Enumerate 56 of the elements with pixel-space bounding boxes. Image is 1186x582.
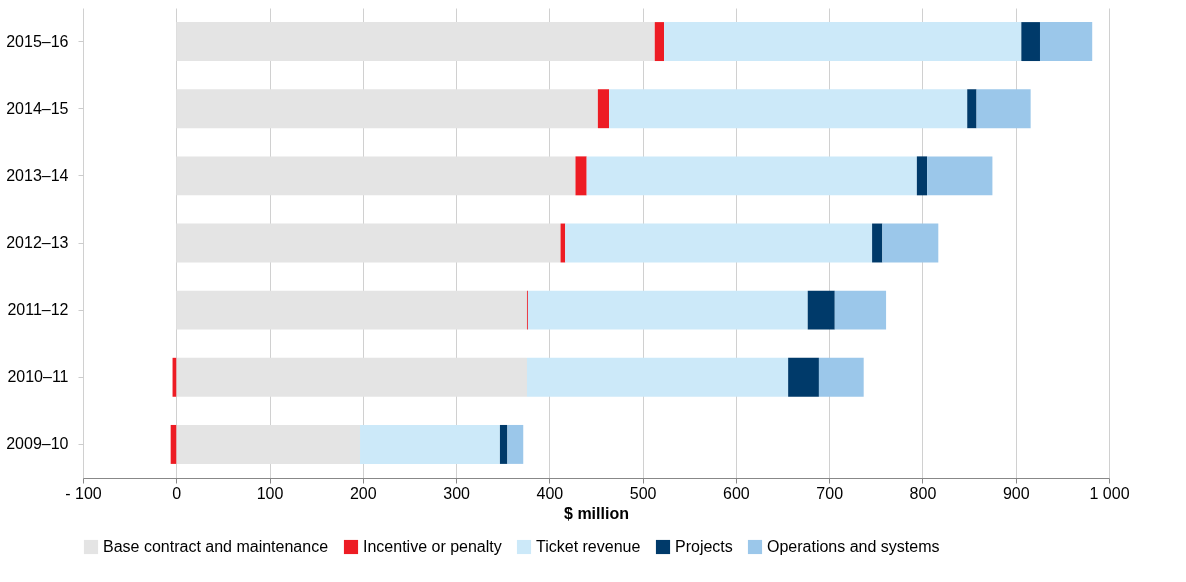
x-tick-label: - 100 (65, 484, 102, 502)
bar (976, 89, 1031, 129)
bar (882, 223, 939, 263)
bar (176, 156, 576, 196)
legend-label: Incentive or penalty (363, 538, 502, 555)
bar (1039, 22, 1093, 62)
bar (586, 156, 917, 196)
bar (499, 424, 508, 464)
x-axis-title: $ million (564, 504, 629, 522)
legend-label: Projects (675, 538, 733, 555)
y-tick-label: 2015–16 (6, 32, 69, 50)
y-tick-label: 2011–12 (7, 301, 69, 319)
bar (807, 290, 835, 330)
bar (575, 156, 587, 196)
x-tick-label: 500 (629, 484, 657, 502)
bar (176, 357, 527, 397)
bar (507, 424, 524, 464)
bar (927, 156, 993, 196)
bar (176, 89, 598, 129)
bar (916, 156, 928, 196)
x-tick-label: 600 (723, 484, 750, 502)
legend-label: Ticket revenue (536, 538, 641, 555)
x-tick-label: 100 (256, 484, 284, 502)
y-tick-label: 2012–13 (6, 234, 69, 251)
legend-label: Operations and systems (767, 538, 940, 555)
x-tick-label: 900 (1002, 484, 1030, 502)
bar (597, 89, 610, 129)
bar (967, 89, 977, 129)
bar (664, 22, 1022, 62)
x-tick-label: 200 (349, 484, 377, 502)
bar (654, 22, 665, 62)
bar (565, 223, 873, 263)
x-tick-label: 800 (909, 484, 937, 502)
bar (526, 357, 789, 397)
bar (360, 424, 500, 464)
bar (609, 89, 968, 129)
x-tick-label: 0 (172, 484, 182, 502)
y-tick-label: 2014–15 (6, 99, 69, 117)
x-tick-label: 400 (536, 484, 564, 502)
bar (872, 223, 883, 263)
x-tick-label: 700 (816, 484, 844, 502)
bar (176, 22, 655, 62)
bar (176, 290, 527, 330)
bar (788, 357, 819, 397)
bar (176, 223, 561, 263)
y-tick-label: 2013–14 (6, 166, 69, 184)
y-tick-label: 2010–11 (7, 368, 69, 386)
legend-label: Base contract and maintenance (103, 538, 329, 555)
x-tick-label: 1 000 (1089, 484, 1130, 502)
bar (818, 357, 864, 397)
x-tick-label: 300 (443, 484, 471, 502)
bar (176, 424, 361, 464)
y-tick-label: 2009–10 (6, 435, 69, 453)
bar (1021, 22, 1040, 62)
bar (834, 290, 887, 330)
bar (527, 290, 808, 330)
